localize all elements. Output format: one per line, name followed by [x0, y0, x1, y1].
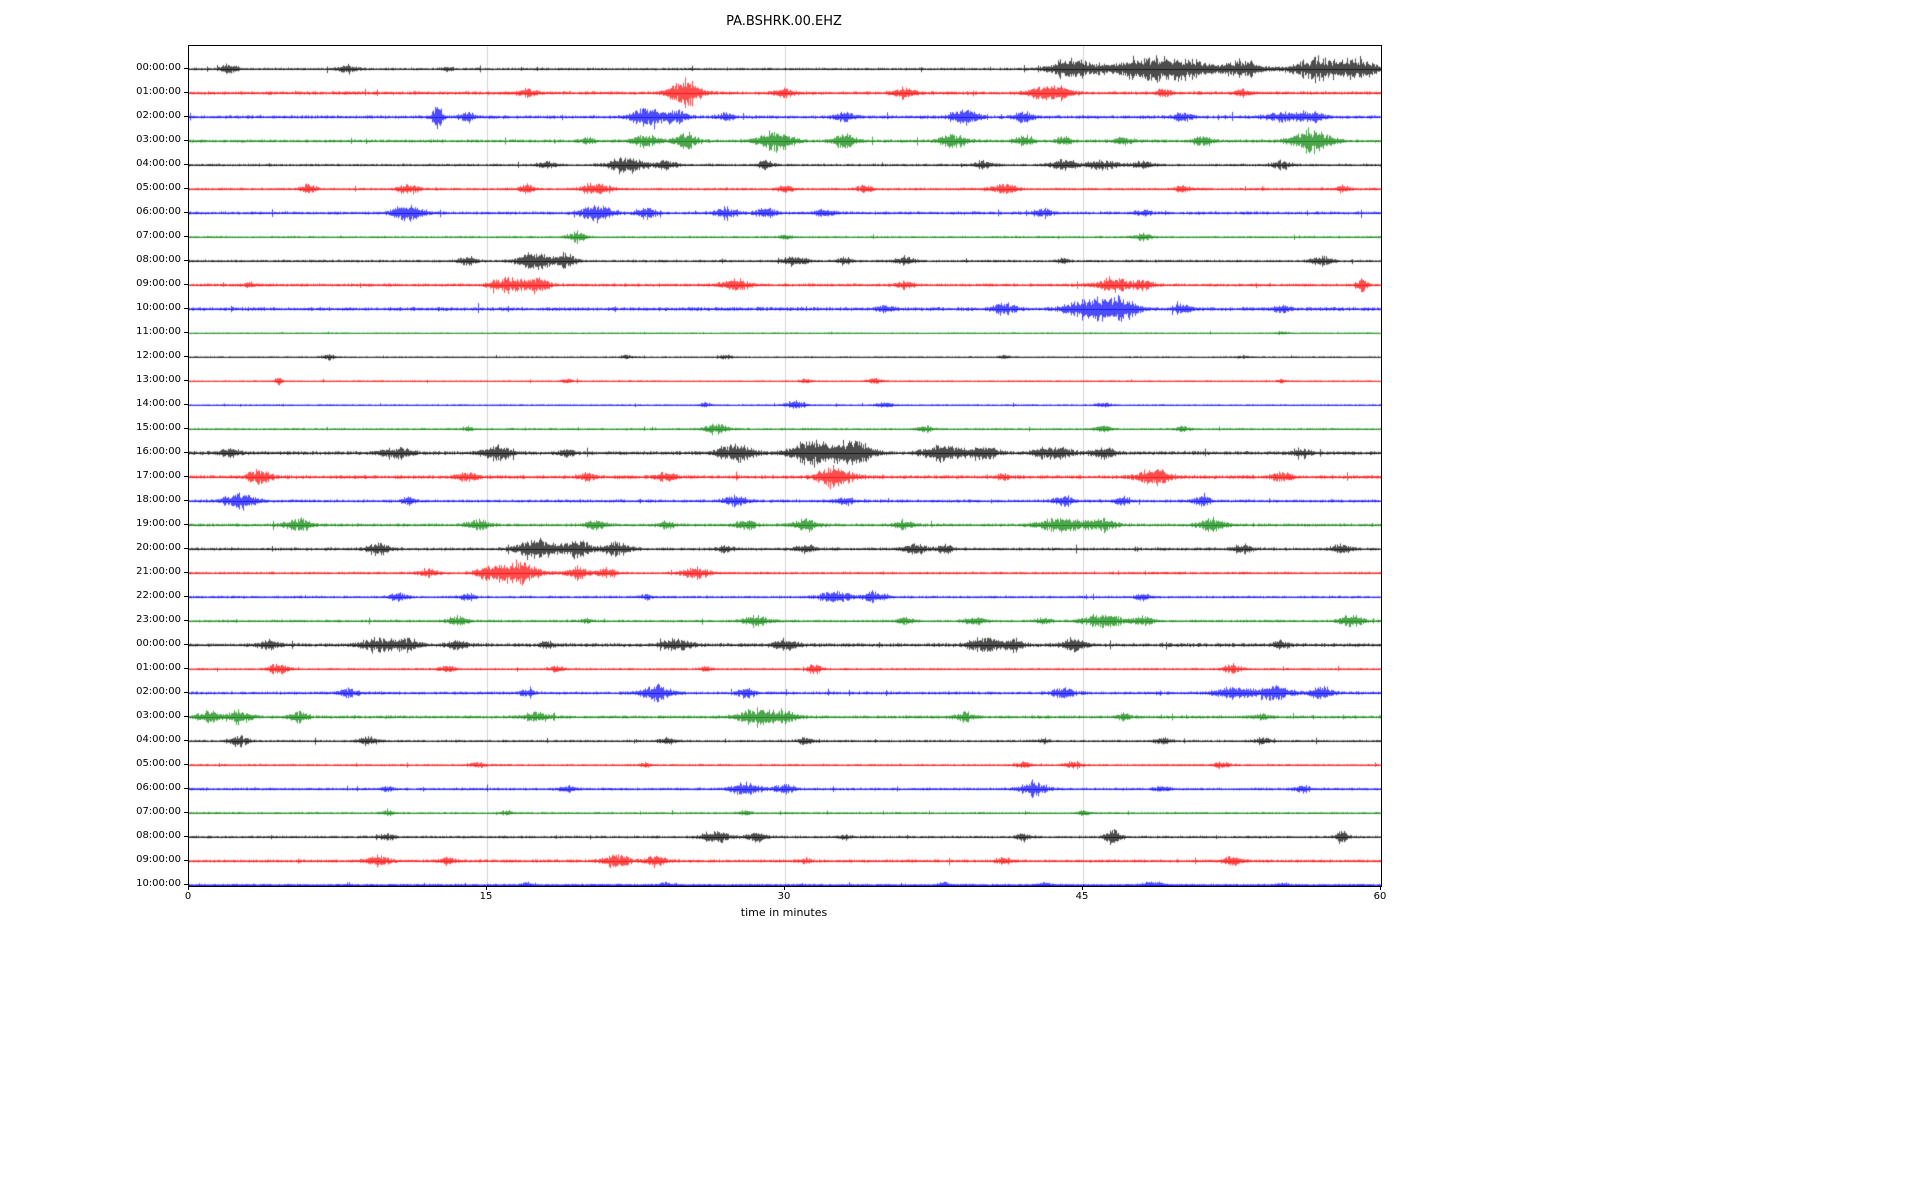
y-tick-mark — [184, 836, 189, 837]
y-tick-mark — [184, 476, 189, 477]
row-time-label: 12:00:00 — [136, 350, 181, 361]
row-time-label: 05:00:00 — [136, 758, 181, 769]
y-tick-mark — [184, 236, 189, 237]
y-tick-mark — [184, 212, 189, 213]
row-time-label: 11:00:00 — [136, 326, 181, 337]
row-time-label: 15:00:00 — [136, 422, 181, 433]
y-tick-mark — [184, 164, 189, 165]
plot-area — [188, 45, 1382, 887]
x-tick-label: 0 — [184, 891, 192, 902]
y-tick-mark — [184, 644, 189, 645]
y-tick-mark — [184, 92, 189, 93]
y-tick-mark — [184, 404, 189, 405]
y-tick-mark — [184, 788, 189, 789]
y-tick-mark — [184, 524, 189, 525]
row-time-label: 03:00:00 — [136, 134, 181, 145]
row-time-label: 10:00:00 — [136, 302, 181, 313]
y-tick-mark — [184, 332, 189, 333]
y-tick-mark — [184, 548, 189, 549]
x-tick-mark — [1379, 886, 1381, 890]
y-tick-mark — [184, 740, 189, 741]
y-tick-mark — [184, 68, 189, 69]
x-axis-title: time in minutes — [740, 906, 828, 919]
row-time-label: 02:00:00 — [136, 686, 181, 697]
row-time-label: 06:00:00 — [136, 206, 181, 217]
row-time-label: 00:00:00 — [136, 62, 181, 73]
y-tick-mark — [184, 860, 189, 861]
y-tick-mark — [184, 668, 189, 669]
x-tick-mark — [783, 886, 785, 890]
y-tick-mark — [184, 500, 189, 501]
row-time-label: 21:00:00 — [136, 566, 181, 577]
row-time-label: 05:00:00 — [136, 182, 181, 193]
x-tick-label: 60 — [1373, 891, 1387, 902]
y-tick-mark — [184, 116, 189, 117]
y-tick-mark — [184, 452, 189, 453]
x-tick-mark — [187, 886, 189, 890]
x-tick-mark — [485, 886, 487, 890]
row-time-label: 07:00:00 — [136, 806, 181, 817]
row-time-label: 18:00:00 — [136, 494, 181, 505]
row-time-label: 09:00:00 — [136, 854, 181, 865]
seismogram-canvas — [189, 46, 1381, 886]
row-time-label: 17:00:00 — [136, 470, 181, 481]
y-tick-mark — [184, 764, 189, 765]
row-time-label: 13:00:00 — [136, 374, 181, 385]
row-time-label: 01:00:00 — [136, 662, 181, 673]
y-tick-mark — [184, 188, 189, 189]
y-tick-mark — [184, 596, 189, 597]
row-time-label: 01:00:00 — [136, 86, 181, 97]
chart-title: PA.BSHRK.00.EHZ — [726, 14, 842, 29]
y-tick-mark — [184, 620, 189, 621]
y-tick-mark — [184, 884, 189, 885]
row-time-label: 14:00:00 — [136, 398, 181, 409]
x-tick-mark — [1081, 886, 1083, 890]
row-time-label: 00:00:00 — [136, 638, 181, 649]
y-tick-mark — [184, 308, 189, 309]
y-tick-mark — [184, 692, 189, 693]
row-time-label: 16:00:00 — [136, 446, 181, 457]
y-tick-mark — [184, 716, 189, 717]
row-time-label: 10:00:00 — [136, 878, 181, 889]
row-time-label: 04:00:00 — [136, 734, 181, 745]
y-tick-mark — [184, 260, 189, 261]
y-tick-mark — [184, 812, 189, 813]
row-time-label: 08:00:00 — [136, 830, 181, 841]
row-time-label: 09:00:00 — [136, 278, 181, 289]
x-tick-label: 45 — [1075, 891, 1089, 902]
y-tick-mark — [184, 428, 189, 429]
y-tick-mark — [184, 380, 189, 381]
y-tick-mark — [184, 356, 189, 357]
row-time-label: 02:00:00 — [136, 110, 181, 121]
row-time-label: 19:00:00 — [136, 518, 181, 529]
y-tick-mark — [184, 284, 189, 285]
row-time-label: 22:00:00 — [136, 590, 181, 601]
row-time-label: 23:00:00 — [136, 614, 181, 625]
x-tick-label: 30 — [777, 891, 791, 902]
row-time-label: 03:00:00 — [136, 710, 181, 721]
y-tick-mark — [184, 572, 189, 573]
y-tick-mark — [184, 140, 189, 141]
x-tick-label: 15 — [479, 891, 493, 902]
row-time-label: 20:00:00 — [136, 542, 181, 553]
row-time-label: 07:00:00 — [136, 230, 181, 241]
row-time-label: 06:00:00 — [136, 782, 181, 793]
row-time-label: 08:00:00 — [136, 254, 181, 265]
row-time-label: 04:00:00 — [136, 158, 181, 169]
